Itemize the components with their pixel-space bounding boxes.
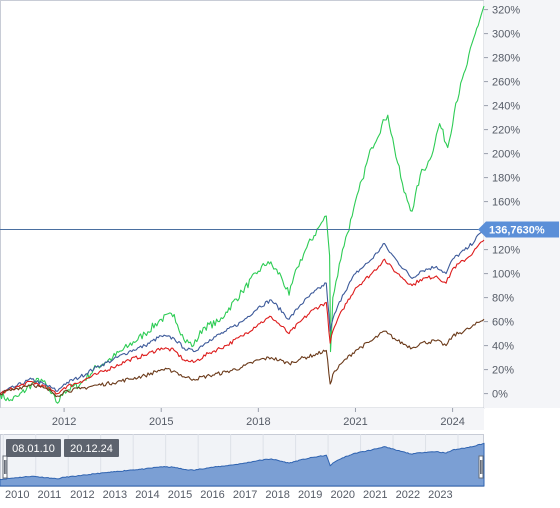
navigator-x-label: 2011 bbox=[38, 489, 62, 501]
navigator-x-label: 2018 bbox=[265, 489, 289, 501]
crosshair-value: 136,7630% bbox=[489, 224, 545, 236]
x-axis: 2012 2015 2018 2021 2024 bbox=[0, 408, 484, 430]
y-axis-band bbox=[484, 0, 560, 408]
y-tick-label: 180% bbox=[492, 173, 520, 185]
navigator-x-label: 2012 bbox=[70, 489, 94, 501]
navigator-x-label: 2023 bbox=[428, 489, 452, 501]
x-tick-label: 2012 bbox=[52, 416, 76, 428]
y-tick-label: 40% bbox=[492, 341, 514, 353]
navigator-x-label: 2016 bbox=[200, 489, 224, 501]
y-tick-label: 160% bbox=[492, 197, 520, 209]
y-tick-label: 20% bbox=[492, 365, 514, 377]
y-tick-label: 240% bbox=[492, 101, 520, 113]
x-tick-label: 2018 bbox=[246, 416, 270, 428]
navigator-handle-right[interactable] bbox=[478, 455, 484, 479]
y-tick-label: 200% bbox=[492, 149, 520, 161]
navigator-x-label: 2019 bbox=[298, 489, 322, 501]
series-layer bbox=[0, 5, 485, 404]
navigator-x-label: 2014 bbox=[135, 489, 159, 501]
navigator-start-date-label: 08.01.10 bbox=[12, 443, 55, 455]
x-tick-label: 2021 bbox=[343, 416, 367, 428]
navigator-x-label: 2022 bbox=[396, 489, 420, 501]
series-line-4 bbox=[0, 318, 485, 398]
y-tick-label: 80% bbox=[492, 293, 514, 305]
navigator-x-label: 2021 bbox=[363, 489, 387, 501]
navigator[interactable]: 08.01.10 20.12.24 2010 2011 2012 2013 2014 2015… bbox=[0, 430, 560, 503]
series-line-3 bbox=[0, 239, 485, 395]
y-tick-label: 100% bbox=[492, 269, 520, 281]
plot-area bbox=[0, 0, 485, 409]
y-tick-label: 280% bbox=[492, 53, 520, 65]
y-tick-label: 260% bbox=[492, 77, 520, 89]
navigator-x-label: 2020 bbox=[331, 489, 355, 501]
crosshair: 136,7630% bbox=[0, 221, 559, 238]
y-axis: 0%20%40%60%80%100%120%140%160%180%200%22… bbox=[484, 5, 520, 401]
y-tick-label: 120% bbox=[492, 245, 520, 257]
navigator-x-label: 2013 bbox=[103, 489, 127, 501]
navigator-end-date[interactable]: 20.12.24 bbox=[64, 439, 119, 457]
y-tick-label: 300% bbox=[492, 29, 520, 41]
navigator-start-date[interactable]: 08.01.10 bbox=[6, 439, 61, 457]
x-tick-label: 2024 bbox=[440, 416, 464, 428]
crosshair-badge bbox=[478, 221, 559, 238]
y-tick-label: 60% bbox=[492, 317, 514, 329]
navigator-handle-left[interactable] bbox=[2, 455, 8, 479]
series-line-2 bbox=[0, 228, 485, 395]
navigator-x-label: 2015 bbox=[168, 489, 192, 501]
navigator-x-label: 2010 bbox=[5, 489, 29, 501]
y-tick-label: 320% bbox=[492, 5, 520, 17]
navigator-area bbox=[0, 442, 485, 487]
navigator-x-label: 2017 bbox=[233, 489, 257, 501]
x-tick-label: 2015 bbox=[149, 416, 173, 428]
y-tick-label: 220% bbox=[492, 125, 520, 137]
navigator-end-date-label: 20.12.24 bbox=[70, 443, 113, 455]
x-axis-band bbox=[0, 408, 484, 430]
y-tick-label: 0% bbox=[492, 389, 508, 401]
